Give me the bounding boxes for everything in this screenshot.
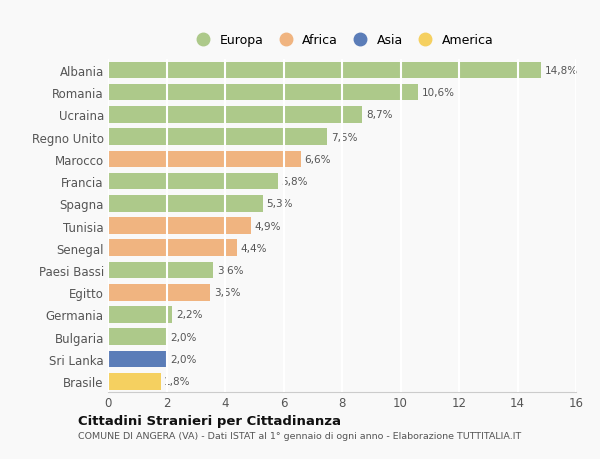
Bar [108,351,167,368]
Bar [108,62,541,79]
Bar [108,107,362,123]
Text: COMUNE DI ANGERA (VA) - Dati ISTAT al 1° gennaio di ogni anno - Elaborazione TUT: COMUNE DI ANGERA (VA) - Dati ISTAT al 1°… [78,431,521,440]
Text: 2,2%: 2,2% [176,310,202,320]
Bar [108,151,301,168]
Text: 6,6%: 6,6% [305,155,331,164]
Text: 2,0%: 2,0% [170,332,196,342]
Text: 1,8%: 1,8% [164,376,191,386]
Bar [108,373,161,390]
Bar [108,84,418,101]
Bar [108,240,237,257]
Bar [108,174,278,190]
Bar [108,196,263,212]
Text: Cittadini Stranieri per Cittadinanza: Cittadini Stranieri per Cittadinanza [78,414,341,428]
Bar [108,284,211,301]
Text: 2,0%: 2,0% [170,354,196,364]
Legend: Europa, Africa, Asia, America: Europa, Africa, Asia, America [185,29,499,52]
Bar [108,307,172,323]
Bar [108,329,167,345]
Text: 10,6%: 10,6% [422,88,455,98]
Text: 4,9%: 4,9% [255,221,281,231]
Bar [108,218,251,235]
Text: 7,5%: 7,5% [331,132,358,142]
Text: 8,7%: 8,7% [366,110,392,120]
Text: 4,4%: 4,4% [240,243,267,253]
Bar [108,262,214,279]
Text: 5,3%: 5,3% [266,199,293,209]
Text: 5,8%: 5,8% [281,177,308,187]
Text: 3,5%: 3,5% [214,288,241,297]
Bar [108,129,328,146]
Text: 3,6%: 3,6% [217,265,244,275]
Text: 14,8%: 14,8% [544,66,578,76]
